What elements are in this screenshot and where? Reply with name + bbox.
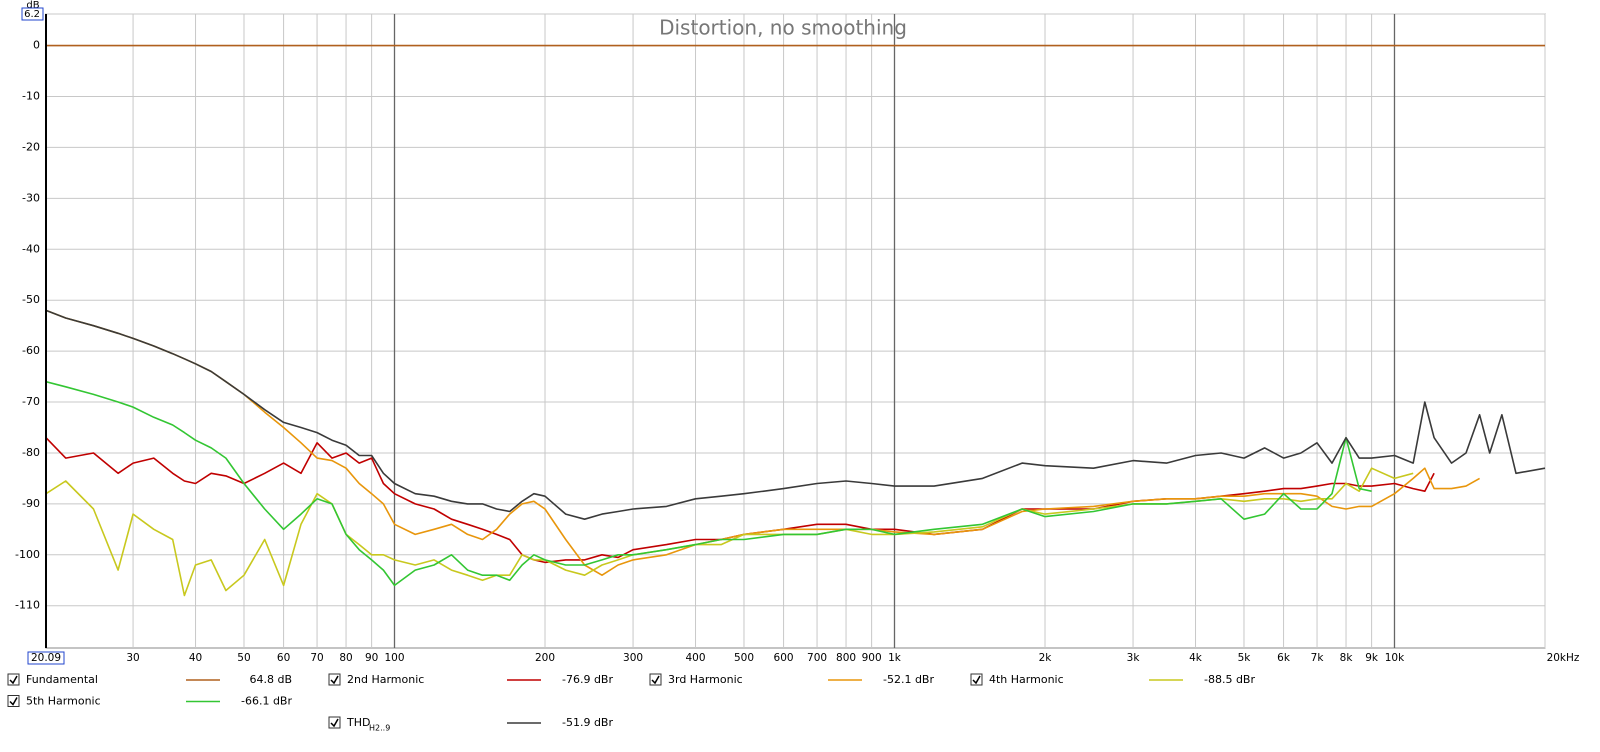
- x-tick-label: 8k: [1340, 652, 1354, 664]
- legend-value: -66.1 dBr: [241, 695, 292, 708]
- y-tick-label: -30: [22, 191, 40, 204]
- x-tick-label: 70: [310, 652, 323, 664]
- y-tick-label: 0: [33, 39, 40, 52]
- checkmark: [330, 675, 339, 685]
- x-tick-label: 4k: [1189, 652, 1203, 664]
- legend-value: -52.1 dBr: [883, 673, 934, 686]
- legend-value: 64.8 dB: [249, 673, 292, 686]
- y-tick-label: -110: [15, 599, 40, 612]
- legend-value: -76.9 dBr: [562, 673, 613, 686]
- checkmark: [330, 718, 339, 728]
- y-unit: dB: [26, 0, 39, 11]
- y-tick-label: -100: [15, 548, 40, 561]
- checkmark: [9, 675, 18, 685]
- y-tick-label: -20: [22, 140, 40, 153]
- x-tick-label: 400: [686, 652, 706, 664]
- x-tick-label: 60: [277, 652, 290, 664]
- series-line: [45, 309, 1480, 576]
- y-tick-label: -70: [22, 395, 40, 408]
- checkmark: [9, 697, 18, 706]
- checkmark: [651, 675, 660, 685]
- legend: Fundamental 64.8 dB 2nd Harmonic -76.9 dBr 3…: [7, 673, 1255, 733]
- x-tick-label: 40: [189, 652, 202, 664]
- x-tick-label: 90: [365, 652, 378, 664]
- x-tick-label: 700: [807, 652, 827, 664]
- y-tick-label: -90: [22, 497, 40, 510]
- x-tick-label: 900: [862, 652, 882, 664]
- legend-label-sub: H2..9: [369, 724, 390, 733]
- legend-label: 4th Harmonic: [989, 673, 1064, 686]
- legend-checkbox[interactable]: [328, 673, 341, 686]
- legend-label: 2nd Harmonic: [347, 673, 424, 686]
- grid: [45, 13, 1546, 648]
- legend-checkbox[interactable]: [7, 695, 20, 707]
- x-tick-label: 600: [774, 652, 794, 664]
- x-tick-label: 80: [339, 652, 352, 664]
- series-line: [45, 380, 1372, 587]
- series-line: [45, 467, 1414, 597]
- x-tick-label: 500: [734, 652, 754, 664]
- x-tick-label: 5k: [1238, 652, 1252, 664]
- legend-label: THD: [346, 716, 370, 729]
- x-tick-label: 20kHz: [1547, 652, 1580, 664]
- x-tick-label: 100: [384, 652, 404, 664]
- x-tick-label: 30: [126, 652, 139, 664]
- x-tick-label: 10k: [1385, 652, 1405, 664]
- legend-label: 3rd Harmonic: [668, 673, 743, 686]
- y-tick-label: -40: [22, 242, 40, 255]
- legend-label: Fundamental: [26, 673, 98, 686]
- x-tick-label: 9k: [1365, 652, 1379, 664]
- y-limit-box: [21, 7, 44, 21]
- x-tick-label: 1k: [888, 652, 902, 664]
- y-tick-label: -10: [22, 89, 40, 102]
- legend-checkbox[interactable]: [328, 716, 341, 729]
- legend-checkbox[interactable]: [649, 673, 662, 686]
- x-tick-label: 7k: [1311, 652, 1325, 664]
- x-limit-box: [27, 651, 65, 665]
- series-line: [45, 309, 1546, 520]
- series-line: [45, 437, 1435, 564]
- chart-title: Distortion, no smoothing: [659, 16, 907, 40]
- legend-value: -51.9 dBr: [562, 716, 613, 729]
- checkmark: [972, 675, 981, 685]
- legend-label: 5th Harmonic: [26, 695, 101, 708]
- x-tick-label: 50: [237, 652, 250, 664]
- x-tick-label: 20.09: [31, 652, 61, 664]
- y-tick-label: -80: [22, 446, 40, 459]
- y-tick-label: 6.2: [24, 9, 40, 20]
- tick-labels: 6.2 0 -10 -20 -30 -40 -50 -60 -70 -80 -90 -100 -110 2…: [15, 7, 1580, 665]
- x-tick-label: 6k: [1277, 652, 1291, 664]
- y-tick-label: -50: [22, 293, 40, 306]
- series-lines: [45, 44, 1546, 597]
- legend-checkbox[interactable]: [970, 673, 983, 686]
- legend-checkbox[interactable]: [7, 673, 20, 686]
- x-tick-label: 3k: [1127, 652, 1141, 664]
- legend-value: -88.5 dBr: [1204, 673, 1255, 686]
- x-tick-label: 800: [836, 652, 856, 664]
- x-tick-label: 2k: [1039, 652, 1053, 664]
- x-tick-label: 300: [623, 652, 643, 664]
- y-tick-label: -60: [22, 344, 40, 357]
- x-tick-label: 200: [535, 652, 555, 664]
